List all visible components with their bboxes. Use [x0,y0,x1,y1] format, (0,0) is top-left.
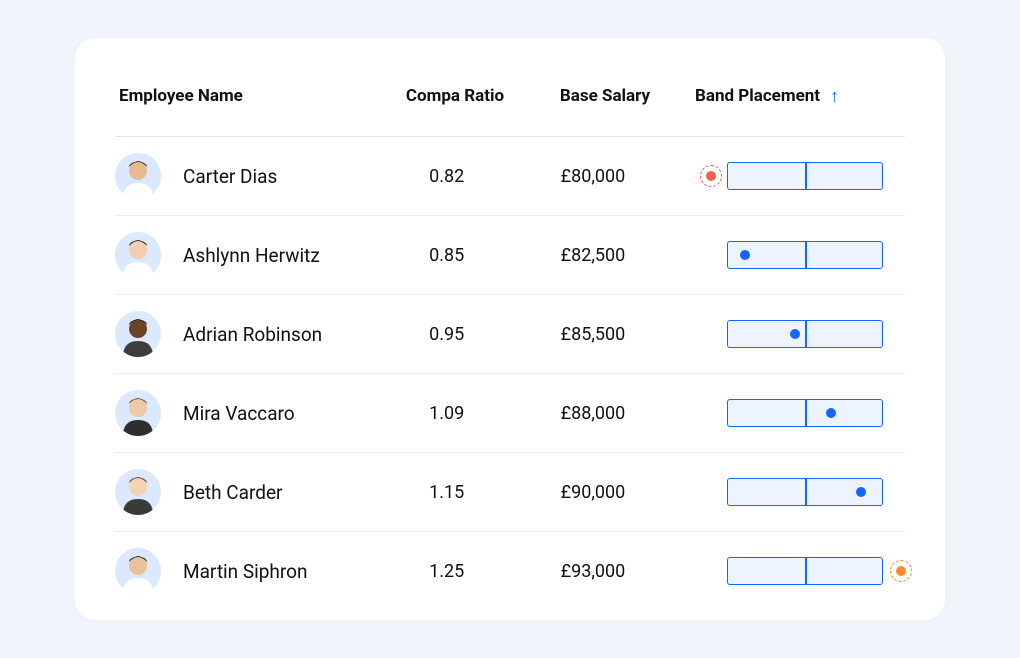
table-row[interactable]: Carter Dias 0.82£80,000 [115,137,905,216]
table-row[interactable]: Beth Carder 1.15£90,000 [115,453,905,532]
column-header-salary[interactable]: Base Salary [525,86,685,106]
employee-name: Martin Siphron [183,560,307,583]
band-range-box [727,557,883,585]
sort-ascending-icon: ↑ [830,86,839,107]
cell-employee: Beth Carder [115,469,378,515]
band-midline [805,479,807,505]
band-position-dot [790,329,800,339]
cell-base-salary: £82,500 [515,245,671,266]
employee-table-card: Employee Name Compa Ratio Base Salary Ba… [75,38,945,620]
table-header-row: Employee Name Compa Ratio Base Salary Ba… [115,68,905,137]
cell-employee: Carter Dias [115,153,378,199]
cell-band-placement [671,312,905,356]
band-placement-indicator [705,554,905,588]
band-placement-indicator [705,396,905,430]
band-midline [805,558,807,584]
column-header-band-label: Band Placement [695,86,820,106]
employee-name: Adrian Robinson [183,323,322,346]
cell-compa-ratio: 1.25 [378,561,515,582]
cell-base-salary: £80,000 [515,166,671,187]
band-position-dot [740,250,750,260]
cell-employee: Adrian Robinson [115,311,378,357]
band-position-dot [896,566,906,576]
cell-compa-ratio: 0.95 [378,324,515,345]
band-midline [805,242,807,268]
cell-band-placement [671,470,905,514]
cell-band-placement [671,154,905,198]
cell-base-salary: £90,000 [515,482,671,503]
band-position-dot [856,487,866,497]
band-placement-indicator [705,159,905,193]
band-range-box [727,320,883,348]
cell-base-salary: £88,000 [515,403,671,424]
cell-base-salary: £85,500 [515,324,671,345]
table-row[interactable]: Ashlynn Herwitz 0.85£82,500 [115,216,905,295]
avatar [115,232,161,278]
band-placement-indicator [705,238,905,272]
avatar [115,390,161,436]
employee-name: Ashlynn Herwitz [183,244,320,267]
band-range-box [727,162,883,190]
band-midline [805,400,807,426]
cell-compa-ratio: 1.09 [378,403,515,424]
column-header-name[interactable]: Employee Name [115,86,385,106]
band-midline [805,163,807,189]
employee-name: Mira Vaccaro [183,402,295,425]
table-body: Carter Dias 0.82£80,000 Ashlynn Herwitz 0.… [115,137,905,610]
cell-base-salary: £93,000 [515,561,671,582]
cell-employee: Ashlynn Herwitz [115,232,378,278]
band-placement-indicator [705,475,905,509]
avatar [115,548,161,594]
band-position-dot [826,408,836,418]
table-row[interactable]: Martin Siphron 1.25£93,000 [115,532,905,610]
avatar [115,469,161,515]
cell-band-placement [671,233,905,277]
table-row[interactable]: Adrian Robinson 0.95£85,500 [115,295,905,374]
avatar [115,311,161,357]
band-position-dot [706,171,716,181]
avatar [115,153,161,199]
cell-employee: Mira Vaccaro [115,390,378,436]
band-placement-indicator [705,317,905,351]
table-row[interactable]: Mira Vaccaro 1.09£88,000 [115,374,905,453]
band-range-box [727,399,883,427]
band-midline [805,321,807,347]
column-header-band[interactable]: Band Placement ↑ [685,74,905,118]
employee-name: Carter Dias [183,165,277,188]
cell-band-placement [671,549,905,593]
cell-compa-ratio: 0.82 [378,166,515,187]
employee-name: Beth Carder [183,481,283,504]
cell-band-placement [671,391,905,435]
band-range-box [727,241,883,269]
cell-employee: Martin Siphron [115,548,378,594]
column-header-compa[interactable]: Compa Ratio [385,86,525,106]
cell-compa-ratio: 1.15 [378,482,515,503]
cell-compa-ratio: 0.85 [378,245,515,266]
